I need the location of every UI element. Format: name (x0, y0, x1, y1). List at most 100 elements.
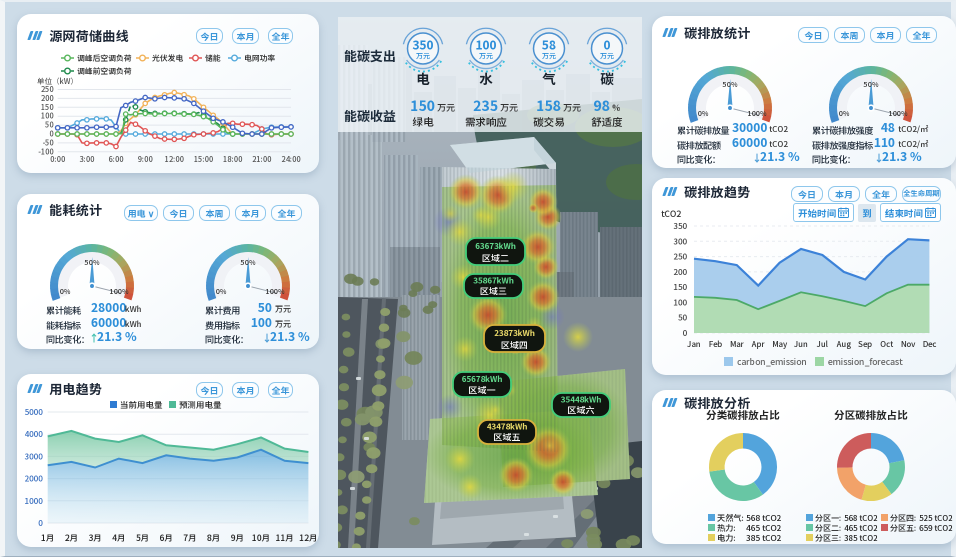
svg-text:万元: 万元 (563, 101, 581, 114)
svg-text:9月: 9月 (231, 532, 244, 544)
svg-text:区域三: 区域三 (480, 285, 507, 298)
svg-text:1000: 1000 (24, 496, 42, 507)
svg-text:23873kWh: 23873kWh (494, 328, 535, 339)
svg-text:调峰后空调负荷: 调峰后空调负荷 (77, 53, 132, 64)
svg-text:24:00: 24:00 (281, 154, 300, 165)
svg-text:分区一:: 分区一: (815, 513, 841, 524)
svg-text:区域四: 区域四 (501, 339, 528, 352)
svg-text:电力:: 电力: (717, 532, 736, 542)
svg-text:5月: 5月 (135, 532, 149, 544)
svg-text:659 tCO2: 659 tCO2 (919, 523, 953, 534)
svg-text:100%: 100% (109, 287, 128, 297)
svg-text:万元: 万元 (416, 52, 430, 62)
svg-text:350: 350 (673, 221, 687, 232)
svg-text:385 tCO2: 385 tCO2 (844, 533, 878, 542)
svg-text:万元: 万元 (600, 52, 614, 62)
svg-text:6月: 6月 (160, 532, 173, 544)
svg-text:50%: 50% (241, 258, 256, 268)
svg-text:Feb: Feb (709, 339, 723, 350)
svg-text:0%: 0% (216, 287, 227, 297)
svg-text:35867kWh: 35867kWh (472, 276, 514, 287)
svg-text:12月: 12月 (299, 532, 317, 544)
svg-text:Apr: Apr (752, 339, 766, 350)
svg-text:4月: 4月 (112, 532, 125, 544)
svg-text:63673kWh: 63673kWh (475, 241, 516, 252)
svg-text:10月: 10月 (252, 532, 270, 544)
svg-text:465 tCO2: 465 tCO2 (844, 523, 878, 534)
svg-text:-100: -100 (38, 146, 54, 157)
svg-text:5000: 5000 (23, 407, 42, 418)
svg-text:Mar: Mar (730, 339, 745, 350)
svg-text:65678kWh: 65678kWh (462, 374, 503, 385)
svg-text:碳: 碳 (599, 68, 614, 88)
svg-text:0: 0 (38, 518, 43, 529)
svg-text:绿电: 绿电 (413, 115, 434, 130)
svg-text:carbon_emission: carbon_emission (737, 356, 807, 368)
svg-text:emission_forecast: emission_forecast (828, 356, 903, 368)
svg-text:0: 0 (682, 328, 687, 339)
svg-text:热力:: 热力: (717, 522, 736, 534)
svg-text:11月: 11月 (276, 532, 294, 544)
svg-text:158: 158 (536, 96, 561, 116)
svg-text:250: 250 (41, 86, 54, 95)
svg-text:58: 58 (542, 37, 556, 54)
svg-text:May: May (772, 339, 788, 350)
svg-text:100%: 100% (265, 287, 284, 297)
svg-text:分类碳排放占比: 分类碳排放占比 (706, 410, 780, 423)
svg-text:50: 50 (677, 313, 687, 324)
svg-text:分区五:: 分区五: (890, 523, 916, 534)
svg-text:Dec: Dec (922, 339, 936, 350)
svg-text:43478kWh: 43478kWh (487, 422, 528, 433)
svg-text:3月: 3月 (88, 532, 101, 544)
svg-text:18:00: 18:00 (223, 154, 242, 165)
svg-text:电: 电 (416, 68, 430, 88)
svg-text:碳交易: 碳交易 (533, 115, 565, 130)
svg-text:气: 气 (542, 68, 556, 88)
svg-text:区域一: 区域一 (468, 384, 495, 397)
svg-text:0%: 0% (839, 109, 850, 119)
svg-text:7月: 7月 (183, 532, 196, 544)
svg-text:万元: 万元 (500, 101, 518, 114)
svg-text:9:00: 9:00 (138, 154, 153, 165)
svg-text:385 tCO2: 385 tCO2 (746, 532, 782, 542)
svg-text:300: 300 (673, 236, 687, 247)
svg-text:0%: 0% (698, 109, 709, 119)
svg-text:50%: 50% (85, 258, 100, 268)
svg-text:1月: 1月 (41, 532, 54, 544)
svg-text:区域五: 区域五 (493, 431, 520, 444)
svg-text:2000: 2000 (24, 474, 42, 485)
svg-text:分区三:: 分区三: (815, 533, 841, 542)
svg-text:万元: 万元 (437, 101, 455, 114)
svg-text:光伏发电: 光伏发电 (151, 53, 183, 64)
svg-text:-50: -50 (42, 137, 53, 148)
svg-text:150: 150 (41, 102, 54, 113)
svg-text:Sep: Sep (858, 339, 872, 350)
svg-text:568 tCO2: 568 tCO2 (844, 513, 878, 524)
svg-text:200: 200 (673, 267, 687, 278)
svg-text:当前用电量: 当前用电量 (120, 399, 163, 411)
svg-text:分区碳排放占比: 分区碳排放占比 (834, 410, 908, 423)
svg-text:568 tCO2: 568 tCO2 (745, 512, 782, 524)
svg-text:0:00: 0:00 (50, 154, 65, 165)
svg-text:需求响应: 需求响应 (465, 115, 507, 130)
svg-text:250: 250 (673, 252, 687, 263)
svg-text:水: 水 (479, 68, 493, 88)
svg-text:100: 100 (673, 297, 687, 308)
svg-text:分区四:: 分区四: (890, 513, 916, 524)
svg-text:150: 150 (410, 96, 436, 116)
svg-text:200: 200 (41, 93, 54, 104)
svg-text:Oct: Oct (880, 339, 894, 350)
svg-text:3:00: 3:00 (79, 154, 94, 165)
svg-text:Aug: Aug (837, 339, 852, 350)
svg-text:0: 0 (49, 129, 53, 140)
svg-text:100: 100 (41, 111, 54, 122)
svg-text:100%: 100% (888, 109, 907, 119)
svg-text:万元: 万元 (479, 52, 493, 62)
svg-text:8月: 8月 (207, 532, 220, 544)
svg-text:Jun: Jun (794, 339, 808, 350)
svg-text:预测用电量: 预测用电量 (179, 399, 222, 411)
svg-text:4000: 4000 (24, 429, 42, 440)
svg-text:50%: 50% (723, 80, 738, 90)
svg-text:Nov: Nov (901, 339, 917, 350)
svg-text:0: 0 (603, 37, 610, 54)
